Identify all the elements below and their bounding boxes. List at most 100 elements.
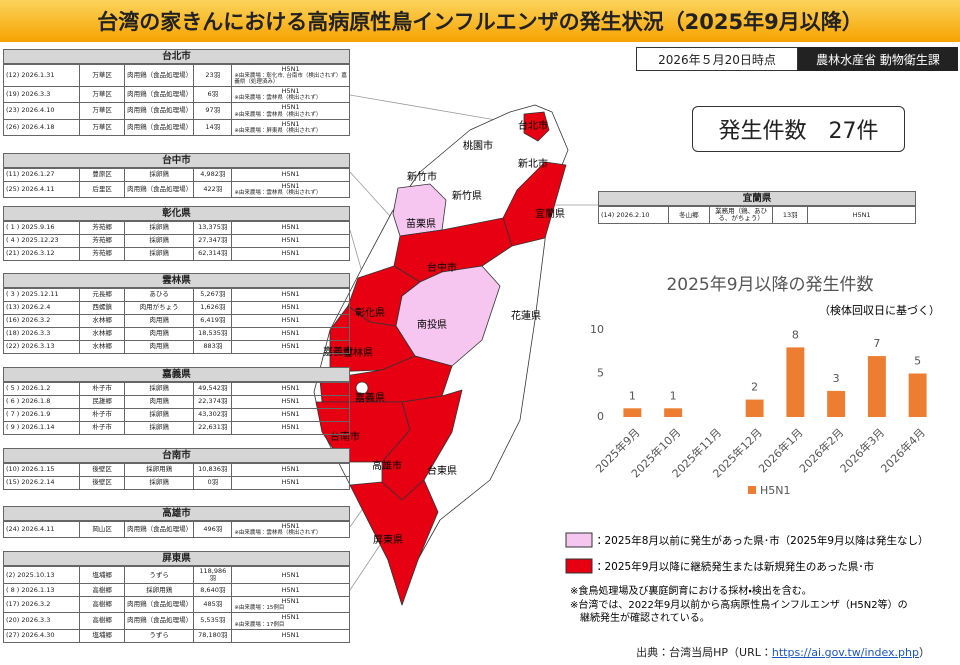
table-row: ( 3 ) 2025.12.11 元長郷 あひる 5,267羽 H5N1 bbox=[2, 288, 350, 302]
table-cell: 採卵用鶏 bbox=[124, 583, 195, 598]
table-cell: (13) 2026.2.4 bbox=[2, 301, 81, 315]
note: ※由来農場：15例目 bbox=[234, 605, 285, 612]
table-cell: H5N1 bbox=[231, 628, 350, 643]
table-cell: 422羽 bbox=[193, 180, 233, 199]
table-cell: ( 8 ) 2026.1.13 bbox=[2, 583, 81, 598]
bar bbox=[786, 347, 805, 417]
table-cell: H5N1 ※由来農場：屏東県（検出されず） bbox=[231, 118, 350, 136]
y-tick-label: 10 bbox=[590, 323, 604, 336]
table-cell: 13羽 bbox=[772, 205, 809, 225]
table-cell: 5,535羽 bbox=[193, 612, 233, 630]
table-cell: 岡山区 bbox=[79, 520, 126, 539]
table-cell: 6羽 bbox=[193, 86, 233, 104]
legend-swatch bbox=[565, 532, 593, 548]
value-label: 2 bbox=[751, 381, 758, 394]
value-label: 5 bbox=[914, 355, 921, 368]
table-body: (2) 2025.10.13 塩埔郷 うずら 118,986羽 H5N1( 8 ) 20… bbox=[2, 565, 350, 643]
map-label: 南投県 bbox=[417, 318, 447, 331]
map-legend: ：2025年8月以前に発生があった県･市（2025年9月以降は発生なし） ：20… bbox=[565, 532, 929, 624]
table-cell: 6,419羽 bbox=[193, 314, 233, 328]
table-row: (11) 2026.1.27 豊原区 採卵鶏 4,982羽 H5N1 bbox=[2, 168, 350, 182]
table-cell: ( 3 ) 2025.12.11 bbox=[2, 288, 81, 302]
region-taipei bbox=[523, 111, 550, 142]
table-cell: H5N1 bbox=[231, 288, 350, 302]
table-cell: 西螺鎮 bbox=[79, 301, 126, 315]
note: ※台湾では、2022年9月以前から高病原性鳥インフルエンザ（H5N2等）の bbox=[570, 598, 908, 611]
strain: H5N1 bbox=[281, 290, 300, 299]
table-cell: 肉用鶏 bbox=[124, 327, 195, 341]
map-label: 台東県 bbox=[427, 464, 457, 477]
table-cell: H5N1 ※由来農場：雲林県（検出されず） bbox=[231, 520, 350, 539]
table-row: ( 8 ) 2026.1.13 高樹郷 採卵用鶏 8,640羽 H5N1 bbox=[2, 583, 350, 598]
table-cell: 芳苑郷 bbox=[79, 247, 126, 261]
outbreak-table: 嘉義県( 5 ) 2026.1.2 朴子市 採卵鶏 49,542羽 H5N1( 6 ) … bbox=[2, 367, 350, 435]
table-row: (10) 2026.1.15 後壁区 採卵用鶏 10,836羽 H5N1 bbox=[2, 463, 350, 477]
map-label: 新北市 bbox=[518, 157, 548, 170]
table-cell: H5N1 bbox=[231, 247, 350, 261]
table-cell: 肉用鶏 bbox=[124, 314, 195, 328]
table-body: (11) 2026.1.27 豊原区 採卵鶏 4,982羽 H5N1 (25) 2026.… bbox=[2, 168, 350, 199]
legend-label: H5N1 bbox=[760, 484, 791, 497]
table-cell: 後壁区 bbox=[79, 463, 126, 477]
note: ※食鳥処理場及び裏庭飼育における採材・検出を含む。 bbox=[570, 584, 812, 597]
table-cell: 13,375羽 bbox=[193, 221, 233, 235]
strain: H5N1 bbox=[281, 522, 300, 530]
table-body: (12) 2026.1.31 万華区 肉用鶏（食品処理場） 23羽 H5N1 ※由来農場：… bbox=[2, 63, 350, 136]
outbreak-table: 台北市 (12) 2026.1.31 万華区 肉用鶏（食品処理場） 23羽 H5N1 ※由来… bbox=[2, 49, 350, 136]
table-cell: 10,836羽 bbox=[193, 463, 233, 477]
table-cell: 97羽 bbox=[193, 102, 233, 120]
table-cell: ( 7 ) 2026.1.9 bbox=[2, 408, 81, 422]
note: ※由来農場：17例目 bbox=[234, 621, 285, 628]
table-row: (13) 2026.2.4 西螺鎮 肉用がちょう 1,626羽 H5N1 bbox=[2, 301, 350, 315]
table-cell: 43,302羽 bbox=[193, 408, 233, 422]
table-cell: H5N1 bbox=[231, 395, 350, 409]
note: ※由来農場：雲林県（検出されず） bbox=[234, 530, 322, 537]
table-cell: 芳苑郷 bbox=[79, 234, 126, 248]
table-cell: 採卵鶏 bbox=[124, 408, 195, 422]
table-cell: ( 6 ) 2026.1.8 bbox=[2, 395, 81, 409]
table-row: ( 7 ) 2026.1.9 朴子市 採卵鶏 43,302羽 H5N1 bbox=[2, 408, 350, 422]
table-row: (18) 2026.3.3 水林郷 肉用鶏 18,535羽 H5N1 bbox=[2, 327, 350, 341]
table-cell: 118,986羽 bbox=[193, 565, 233, 585]
table-row: (22) 2026.3.13 水林郷 肉用鶏 883羽 H5N1 bbox=[2, 340, 350, 354]
table-cell: 18,535羽 bbox=[193, 327, 233, 341]
table-cell: 22,631羽 bbox=[193, 421, 233, 435]
table-row: (23) 2026.4.10 万華区 肉用鶏（食品処理場） 97羽 H5N1 ※由来農場：… bbox=[2, 102, 350, 120]
table-cell: H5N1 ※由来農場：雲林県（検出されず） bbox=[231, 180, 350, 199]
table-cell: 朴子市 bbox=[79, 382, 126, 396]
table-cell: 肉用鶏（食品処理場） bbox=[124, 520, 195, 539]
bar bbox=[827, 390, 846, 417]
table-cell: H5N1 bbox=[231, 234, 350, 248]
table-cell: (20) 2026.3.3 bbox=[2, 612, 81, 630]
map-legend-label: ：2025年9月以降に継続発生または新規発生のあった県･市 bbox=[594, 560, 874, 573]
map-label: 高雄市 bbox=[372, 459, 402, 472]
table-row: (20) 2026.3.3 高樹郷 肉用鶏（食品処理場） 5,535羽 H5N1 ※由来農… bbox=[2, 612, 350, 630]
table-cell: 万華区 bbox=[79, 86, 126, 104]
table-cell: 採卵鶏 bbox=[124, 382, 195, 396]
table-cell: (16) 2026.3.2 bbox=[2, 314, 81, 328]
note: ※由来農場：雲林県（検出されず） bbox=[234, 111, 322, 118]
strain: H5N1 bbox=[281, 631, 300, 640]
table-cell: (23) 2026.4.10 bbox=[2, 102, 81, 120]
table-cell: H5N1 ※由来農場：彰化市, 台南市（検出されず）嘉義県（処理済み） bbox=[231, 63, 350, 88]
table-cell: ( 4 ) 2025.12.23 bbox=[2, 234, 81, 248]
table-cell: 塩埔郷 bbox=[79, 628, 126, 643]
source-suffix: ） bbox=[919, 646, 930, 659]
value-label: 7 bbox=[873, 337, 880, 350]
table-row: ( 4 ) 2025.12.23 芳苑郷 採卵鶏 27,347羽 H5N1 bbox=[2, 234, 350, 248]
table-row: (15) 2026.2.14 後壁区 採卵鶏 0羽 H5N1 bbox=[2, 476, 350, 490]
table-cell: 冬山郷 bbox=[667, 205, 710, 225]
table-cell: (17) 2026.3.2 bbox=[2, 596, 81, 614]
strain: H5N1 bbox=[281, 303, 300, 312]
table-body: ( 3 ) 2025.12.11 元長郷 あひる 5,267羽 H5N1 (13) 202… bbox=[2, 288, 350, 354]
strain: H5N1 bbox=[281, 65, 300, 73]
map-label: 苗栗県 bbox=[406, 218, 436, 230]
table-cell: 肉用鶏 bbox=[124, 340, 195, 354]
table-row: (16) 2026.3.2 水林郷 肉用鶏 6,419羽 H5N1 bbox=[2, 314, 350, 328]
source-link[interactable]: https://ai.gov.tw/index.php bbox=[771, 646, 919, 659]
case-count: 発生件数 27件 bbox=[692, 106, 905, 152]
table-cell: (15) 2026.2.14 bbox=[2, 476, 81, 490]
strain: H5N1 bbox=[281, 87, 300, 96]
table-cell: ( 5 ) 2026.1.2 bbox=[2, 382, 81, 396]
y-tick-label: 0 bbox=[597, 410, 604, 423]
